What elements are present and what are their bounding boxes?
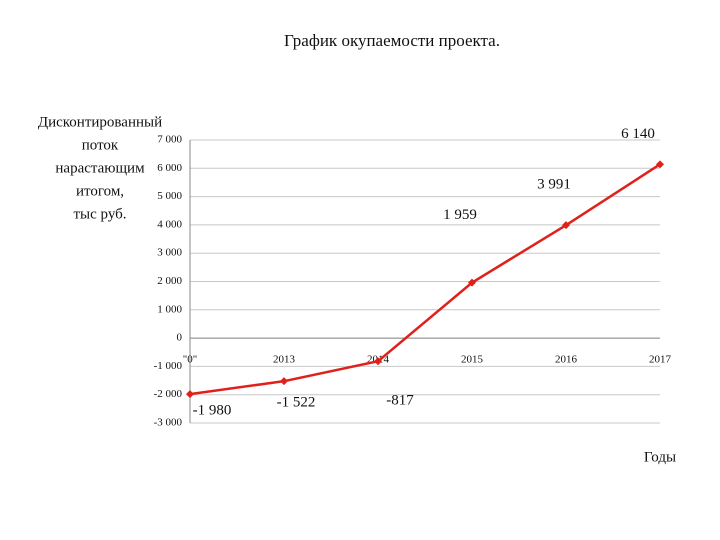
x-tick-label: "0" — [183, 354, 197, 366]
data-point — [374, 357, 382, 366]
y-axis-label: тыс руб. — [73, 206, 126, 222]
y-axis-label: Дисконтированный — [38, 114, 162, 130]
data-label: -817 — [386, 393, 414, 409]
chart-title: График окупаемости проекта. — [284, 31, 500, 50]
y-tick-label: 0 — [177, 332, 183, 344]
y-tick-label: -3 000 — [154, 417, 183, 429]
data-point — [468, 278, 476, 287]
y-tick-label: -2 000 — [154, 388, 183, 400]
y-tick-label: -1 000 — [154, 360, 183, 372]
data-point — [562, 221, 570, 230]
x-tick-label: 2016 — [555, 354, 578, 366]
x-tick-label: 2015 — [461, 354, 484, 366]
x-tick-label: 2013 — [273, 354, 296, 366]
data-point — [186, 390, 194, 399]
data-label: 6 140 — [621, 126, 655, 142]
data-label: 3 991 — [537, 177, 571, 193]
data-line — [189, 163, 661, 396]
y-axis-label: итогом, — [76, 183, 124, 199]
y-axis-label: нарастающим — [55, 160, 145, 176]
y-tick-label: 4 000 — [157, 218, 182, 230]
y-tick-label: 7 000 — [157, 134, 182, 146]
y-tick-label: 1 000 — [157, 303, 182, 315]
data-label: -1 522 — [277, 395, 316, 411]
y-tick-label: 3 000 — [157, 247, 182, 259]
y-tick-label: 2 000 — [157, 275, 182, 287]
y-tick-label: 6 000 — [157, 162, 182, 174]
y-axis-label: поток — [82, 137, 119, 153]
data-point — [656, 160, 664, 169]
data-label: -1 980 — [193, 403, 232, 419]
x-tick-label: 2017 — [649, 354, 672, 366]
y-tick-label: 5 000 — [157, 190, 182, 202]
x-axis-label: Годы — [644, 449, 676, 465]
data-point — [280, 377, 288, 386]
data-label: 1 959 — [443, 207, 477, 223]
